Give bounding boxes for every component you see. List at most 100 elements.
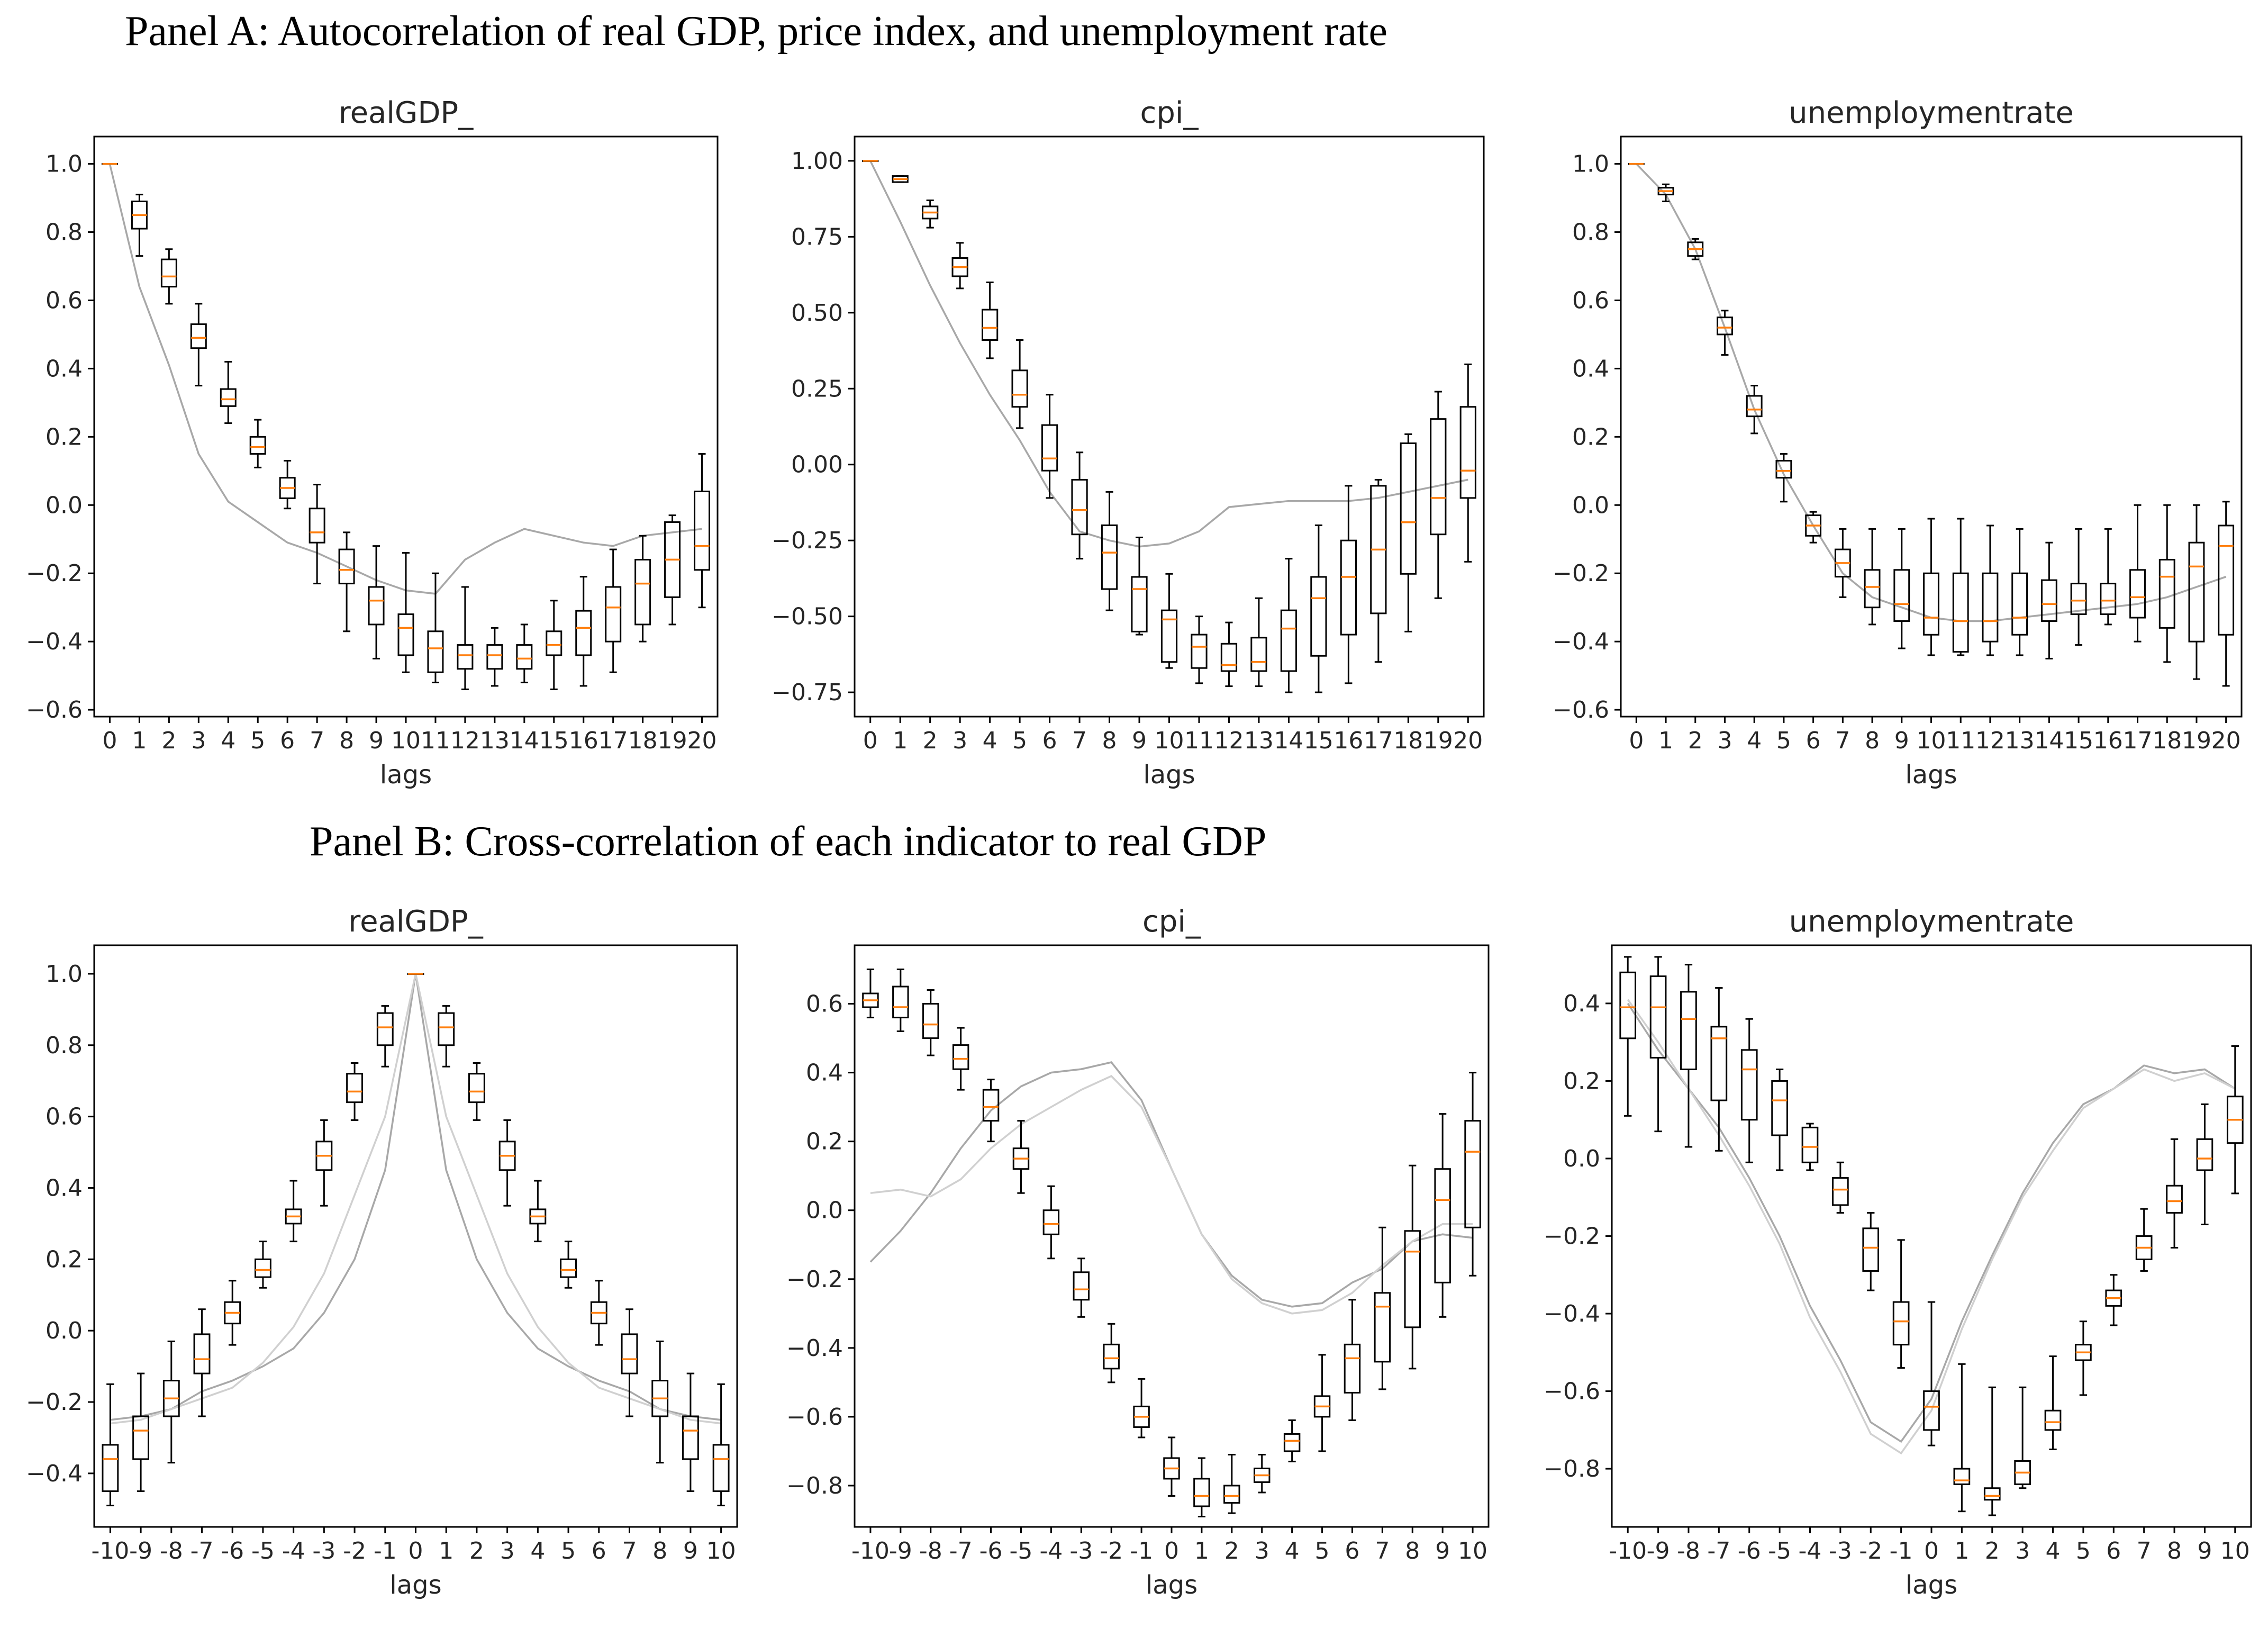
box-lag-13 — [1250, 597, 1267, 688]
y-tick-label: 0.2 — [806, 1128, 843, 1155]
x-tick-label: -8 — [1677, 1537, 1700, 1564]
box-lag-7 — [1374, 1226, 1391, 1390]
box-lag-17 — [2129, 504, 2146, 643]
box-lag-7 — [309, 484, 325, 585]
box-lag-8 — [1864, 528, 1881, 626]
box-iqr — [2188, 541, 2205, 643]
x-tick-label: 6 — [280, 727, 295, 754]
x-tick-label: -4 — [1799, 1537, 1822, 1564]
x-tick-label: 6 — [1345, 1537, 1359, 1564]
box-lag-20 — [2218, 501, 2235, 687]
x-axis-label: lags — [1143, 760, 1195, 790]
acf-line-dark — [869, 160, 1468, 548]
box-lag-1 — [1193, 1457, 1210, 1517]
x-tick-label: 4 — [1285, 1537, 1300, 1564]
panel-b-unemploymentrate-chart: unemploymentrate-10 -9 -8 -7 -6 -5 -4 -3 -2 -1 0 1 2… — [1544, 905, 2252, 1600]
x-tick-label: -7 — [190, 1537, 214, 1564]
box-iqr — [397, 613, 414, 656]
y-tick-label: −0.2 — [26, 1389, 83, 1416]
box-lag-3 — [951, 242, 968, 290]
y-tick-label: −0.6 — [26, 697, 83, 723]
box-lag--6 — [224, 1280, 241, 1346]
box-iqr — [1893, 569, 1910, 622]
box-lag--1 — [1892, 1239, 1910, 1369]
x-tick-label: -5 — [1010, 1537, 1033, 1564]
box-iqr — [2040, 579, 2057, 622]
x-tick-label: 4 — [221, 727, 235, 754]
box-lag-10 — [1160, 573, 1178, 669]
plot-frame — [93, 135, 719, 718]
x-tick-label: 0 — [863, 727, 878, 754]
box-iqr — [1400, 442, 1417, 575]
box-lag--8 — [922, 989, 939, 1056]
box-lag-4 — [1283, 1419, 1301, 1462]
x-tick-label: 5 — [2076, 1537, 2091, 1564]
box-lag-2 — [1983, 1386, 2001, 1516]
box-iqr — [427, 630, 444, 673]
y-tick-label: 0.75 — [791, 223, 843, 250]
box-iqr — [1103, 1343, 1120, 1370]
box-iqr — [546, 630, 563, 656]
box-lag-5 — [249, 419, 266, 468]
y-tick-label: 0.0 — [1572, 492, 1609, 519]
box-lag-9 — [368, 545, 385, 659]
box-iqr — [922, 1003, 939, 1039]
box-lag--9 — [132, 1372, 150, 1493]
box-iqr — [1193, 1478, 1210, 1507]
x-tick-label: 12 — [450, 727, 480, 754]
x-tick-label: 16 — [2093, 727, 2123, 754]
plot-frame — [93, 944, 738, 1528]
box-iqr — [694, 490, 711, 571]
box-lag-15 — [2070, 528, 2087, 646]
y-tick-label: −0.6 — [1553, 697, 1609, 723]
x-tick-label: -4 — [282, 1537, 305, 1564]
box-lag--3 — [1073, 1258, 1090, 1318]
x-tick-label: 10 — [1458, 1537, 1487, 1564]
box-lag-6 — [1041, 394, 1058, 499]
y-tick-label: 1.0 — [1572, 151, 1609, 178]
x-tick-label: 3 — [2015, 1537, 2030, 1564]
box-iqr — [634, 558, 651, 626]
x-tick-label: 18 — [2152, 727, 2182, 754]
y-tick-label: −0.4 — [26, 628, 83, 655]
box-iqr — [1923, 1390, 1940, 1431]
box-iqr — [2044, 1409, 2062, 1431]
x-tick-label: 1 — [893, 727, 908, 754]
box-lag--2 — [1103, 1323, 1120, 1383]
box-lag-8 — [1404, 1164, 1421, 1370]
x-axis-label: lags — [389, 1570, 441, 1600]
x-tick-label: 5 — [1776, 727, 1791, 754]
x-tick-label: 19 — [2182, 727, 2211, 754]
y-tick-label: 0.8 — [46, 1032, 83, 1059]
chart-title: cpi_ — [1140, 96, 1199, 130]
x-tick-label: 2 — [1985, 1537, 2000, 1564]
box-lag-4 — [1746, 385, 1763, 435]
box-iqr — [1864, 569, 1881, 609]
box-lag-16 — [575, 576, 592, 687]
x-tick-label: 3 — [500, 1537, 515, 1564]
x-tick-label: -10 — [1609, 1537, 1647, 1564]
y-tick-label: −0.8 — [786, 1472, 843, 1499]
y-tick-label: 0.4 — [46, 1174, 83, 1201]
box-iqr — [1041, 424, 1058, 472]
x-tick-label: 10 — [1917, 727, 1946, 754]
chart-title: realGDP_ — [348, 905, 483, 939]
box-iqr — [1011, 369, 1028, 408]
box-iqr — [1459, 406, 1476, 499]
box-iqr — [1131, 576, 1148, 632]
box-lag-5 — [1011, 339, 1028, 429]
box-lag--8 — [162, 1340, 180, 1464]
y-tick-label: 0.0 — [46, 1317, 83, 1344]
x-tick-label: 20 — [1453, 727, 1483, 754]
x-tick-label: 2 — [1688, 727, 1703, 754]
box-lag-5 — [1775, 453, 1792, 503]
y-tick-label: −0.75 — [772, 679, 843, 706]
box-lag--4 — [1042, 1185, 1060, 1260]
acf-line-light — [110, 973, 721, 1425]
box-iqr — [1042, 1209, 1060, 1235]
x-tick-label: 0 — [1924, 1537, 1939, 1564]
chart-title: unemploymentrate — [1789, 96, 2074, 130]
x-tick-label: -8 — [919, 1537, 942, 1564]
